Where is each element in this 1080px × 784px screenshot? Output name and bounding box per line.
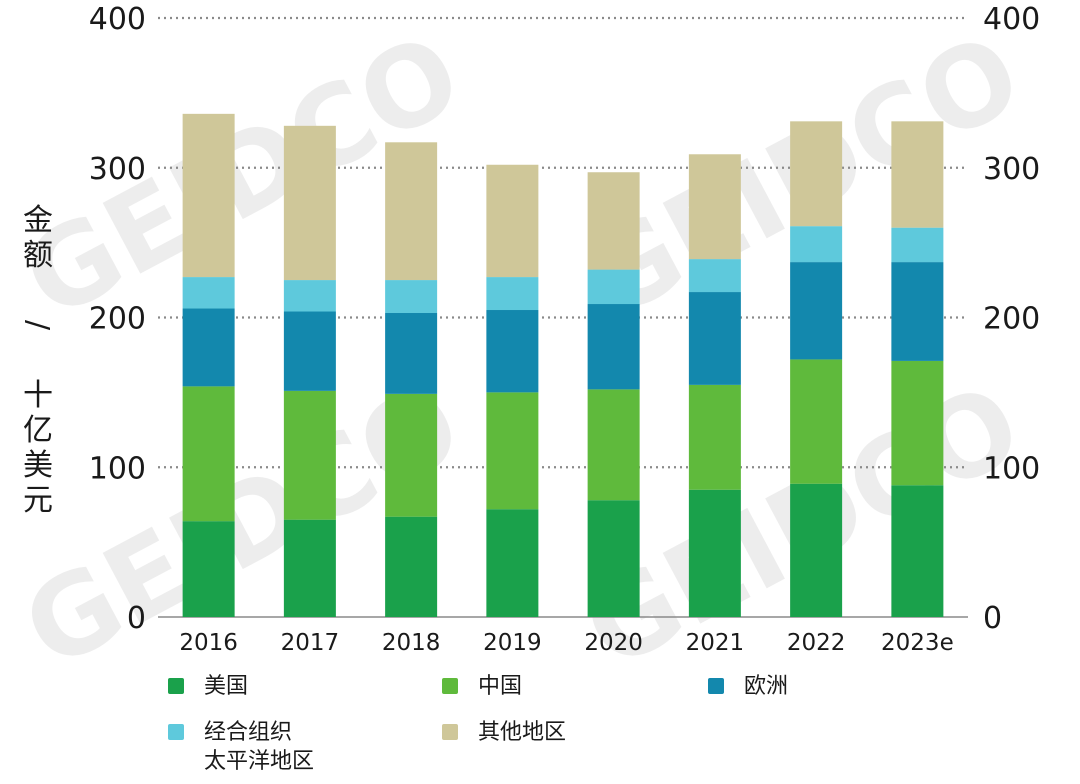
- bar-segment: [486, 392, 539, 510]
- y-tick-label-right: 100: [983, 451, 1040, 486]
- legend-label: 经合组织 太平洋地区: [204, 720, 315, 774]
- bar-segment: [790, 121, 843, 227]
- x-tick-label: 2017: [281, 630, 340, 656]
- bar-segment: [587, 500, 640, 617]
- bar-segment: [790, 262, 843, 360]
- x-tick-label: 2019: [483, 630, 542, 656]
- x-tick-label: 2023e: [881, 630, 954, 656]
- y-axis-label-char: 额: [23, 238, 53, 273]
- bar-segment: [891, 227, 944, 263]
- bar-segment: [891, 360, 944, 486]
- legend-item: 中国: [442, 672, 522, 701]
- bar-segment: [891, 485, 944, 617]
- bar-segment: [891, 121, 944, 228]
- legend-label: 中国: [478, 674, 523, 699]
- bar-segment: [587, 269, 640, 305]
- legend-item: 其他地区: [442, 718, 566, 747]
- legend: 美国 中国 欧洲经合组织 太平洋地区 其他地区: [168, 672, 1048, 782]
- bar-segment: [790, 359, 843, 484]
- bar-segment: [182, 277, 235, 309]
- legend-swatch: [442, 724, 458, 740]
- legend-swatch: [168, 724, 184, 740]
- legend-item: 美国: [168, 672, 248, 701]
- bars: [182, 113, 944, 617]
- bar-segment: [182, 308, 235, 387]
- bar-segment: [587, 304, 640, 390]
- bar-segment: [486, 509, 539, 617]
- x-tick-label: 2022: [787, 630, 846, 656]
- bar-segment: [182, 521, 235, 617]
- y-axis-left: 0 100 200 300 400: [89, 2, 146, 636]
- y-tick-label-right: 300: [983, 152, 1040, 187]
- y-tick-label-right: 200: [983, 302, 1040, 337]
- bar-segment: [385, 313, 438, 394]
- bar-segment: [283, 280, 336, 312]
- y-axis-label-char: 金: [23, 203, 53, 238]
- y-axis-label-char: 元: [23, 483, 53, 518]
- y-tick-label-left: 200: [89, 302, 146, 337]
- bar-segment: [587, 389, 640, 501]
- bar-segment: [688, 259, 741, 293]
- bar-segment: [182, 113, 235, 278]
- legend-item: 欧洲: [708, 672, 788, 701]
- bar-segment: [283, 125, 336, 281]
- bar-segment: [891, 262, 944, 361]
- y-tick-label-left: 300: [89, 152, 146, 187]
- y-tick-label-left: 0: [127, 601, 146, 636]
- x-tick-label: 2020: [584, 630, 643, 656]
- bar-segment: [385, 280, 438, 314]
- legend-swatch: [168, 678, 184, 694]
- x-tick-label: 2018: [382, 630, 441, 656]
- bar-segment: [486, 277, 539, 311]
- bar-segment: [385, 142, 438, 281]
- y-tick-label-right: 0: [983, 601, 1002, 636]
- legend-label: 美国: [204, 674, 249, 699]
- y-tick-label-right: 400: [983, 2, 1040, 37]
- y-axis-label-char: /: [20, 320, 55, 331]
- legend-swatch: [442, 678, 458, 694]
- bar-segment: [587, 172, 640, 270]
- x-tick-label: 2016: [179, 630, 238, 656]
- y-tick-label-left: 400: [89, 2, 146, 37]
- bar-segment: [486, 164, 539, 278]
- bar-segment: [182, 386, 235, 522]
- bar-segment: [790, 226, 843, 263]
- bar-segment: [790, 483, 843, 617]
- y-axis-label-char: 十: [23, 378, 53, 413]
- legend-item: 经合组织 太平洋地区: [168, 718, 314, 776]
- y-axis-label-char: 美: [23, 448, 53, 483]
- bar-segment: [688, 292, 741, 385]
- y-axis-right: 0 100 200 300 400: [983, 2, 1040, 636]
- bar-segment: [283, 311, 336, 391]
- bar-segment: [385, 516, 438, 617]
- bar-segment: [688, 154, 741, 260]
- bar-segment: [688, 489, 741, 617]
- x-axis: 2016 2017 2018 2019 2020 2021 2022 2023e: [179, 630, 953, 656]
- bar-segment: [283, 519, 336, 617]
- bar-segment: [283, 390, 336, 520]
- bar-segment: [688, 384, 741, 490]
- x-tick-label: 2021: [686, 630, 745, 656]
- legend-swatch: [708, 678, 724, 694]
- bar-segment: [486, 310, 539, 393]
- y-tick-label-left: 100: [89, 451, 146, 486]
- y-axis-label-char: 亿: [23, 413, 53, 448]
- legend-label: 欧洲: [744, 674, 789, 699]
- bar-segment: [385, 393, 438, 517]
- legend-label: 其他地区: [478, 720, 567, 745]
